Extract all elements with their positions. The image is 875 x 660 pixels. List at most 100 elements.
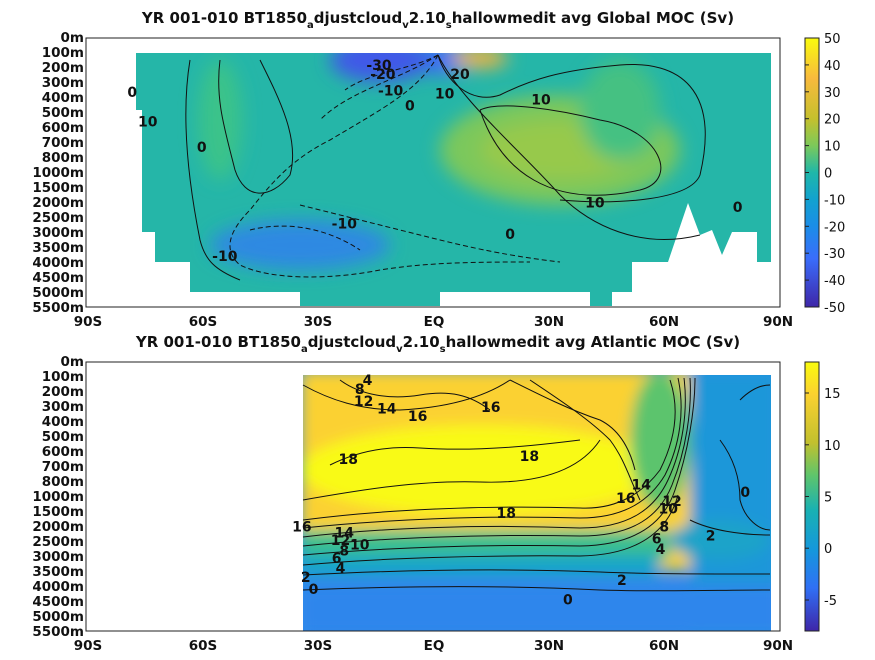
global-contour-label: 10 xyxy=(531,92,551,108)
global-contour-label: 10 xyxy=(435,86,455,102)
atlantic-x-tick: EQ xyxy=(424,638,445,654)
global-contour-label: 10 xyxy=(138,115,158,131)
atlantic-contour-label: 6 xyxy=(332,551,342,567)
atlantic-contour-label: 4 xyxy=(336,561,346,577)
atlantic-contour-label: 8 xyxy=(339,543,349,559)
atlantic-y-tick-labels: 0m 100m 200m 300m 400m 500m 600m 700m 80… xyxy=(32,354,84,640)
atlantic-x-tick: 90N xyxy=(763,638,793,654)
atlantic-colorbar-tick-label: -5 xyxy=(824,594,837,609)
global-colorbar-tick-label: -40 xyxy=(824,274,845,289)
atlantic-x-tick: 60S xyxy=(189,638,218,654)
atlantic-contour-label: 12 xyxy=(662,494,681,510)
global-y-tick: 2000m xyxy=(32,195,84,211)
atlantic-x-tick: 60N xyxy=(649,638,679,654)
atlantic-contour-label: 14 xyxy=(377,401,397,417)
atlantic-contour-label: 16 xyxy=(481,400,500,416)
atlantic-contour-label: 12 xyxy=(331,533,350,549)
global-field xyxy=(136,53,771,306)
global-colorbar-tick-label: 50 xyxy=(824,32,841,47)
global-y-tick: 4000m xyxy=(32,255,84,271)
atlantic-colorbar-ticks: 15 10 5 0 -5 xyxy=(805,387,841,609)
global-contour-label: -30 xyxy=(366,58,392,74)
global-x-tick: 30S xyxy=(304,314,333,330)
atlantic-y-tick: 200m xyxy=(42,384,84,400)
atlantic-contour-label: 16 xyxy=(408,409,427,425)
global-y-tick: 0m xyxy=(61,30,84,46)
global-colorbar-tick-label: 0 xyxy=(824,167,832,182)
global-contour-label: 0 xyxy=(505,227,515,243)
atlantic-panel-title: YR 001-010 BT1850adjustcloudv2.10shallow… xyxy=(135,333,740,355)
global-y-tick: 3500m xyxy=(32,240,84,256)
atlantic-y-tick: 600m xyxy=(42,444,84,460)
atlantic-y-tick: 1000m xyxy=(32,489,84,505)
global-contour-label: -10 xyxy=(212,249,238,265)
global-y-tick: 300m xyxy=(42,75,84,91)
global-moc-panel: YR 001-010 BT1850adjustcloudv2.10shallow… xyxy=(32,9,845,330)
global-y-tick: 800m xyxy=(42,150,84,166)
global-colorbar-ticks: 50 40 30 20 10 0 -10 -20 -30 -40 -50 xyxy=(805,32,845,316)
global-y-tick: 700m xyxy=(42,135,84,151)
atlantic-contour-lines xyxy=(302,377,771,592)
atlantic-contour-label: 10 xyxy=(658,502,678,518)
atlantic-y-tick: 300m xyxy=(42,399,84,415)
global-y-tick: 1500m xyxy=(32,180,84,196)
atlantic-contour-label: 8 xyxy=(659,519,669,535)
atlantic-contour-label: 2 xyxy=(617,573,627,589)
global-x-tick: 60S xyxy=(189,314,218,330)
global-y-tick: 200m xyxy=(42,60,84,76)
global-axes-frame xyxy=(85,37,781,308)
atlantic-y-tick: 700m xyxy=(42,459,84,475)
atlantic-colorbar-tick-label: 10 xyxy=(824,439,841,454)
atlantic-contour-label: 2 xyxy=(301,570,311,586)
atlantic-x-tick: 30S xyxy=(304,638,333,654)
global-contour-label: 0 xyxy=(197,140,207,156)
global-y-tick: 100m xyxy=(42,45,84,61)
atlantic-colorbar-tick-label: 0 xyxy=(824,542,832,557)
global-x-tick: EQ xyxy=(424,314,445,330)
atlantic-contour-label: 18 xyxy=(520,449,539,465)
atlantic-x-tick-labels: 90S 60S 30S EQ 30N 60N 90N xyxy=(74,638,793,654)
global-panel-title: YR 001-010 BT1850adjustcloudv2.10shallow… xyxy=(141,9,734,31)
global-y-tick: 1000m xyxy=(32,165,84,181)
atlantic-x-tick: 90S xyxy=(74,638,103,654)
atlantic-colorbar-tick-label: 15 xyxy=(824,387,841,402)
global-y-tick: 3000m xyxy=(32,225,84,241)
global-contour-label: -10 xyxy=(378,83,404,99)
atlantic-contour-label: 16 xyxy=(616,491,635,507)
atlantic-contour-label: 18 xyxy=(497,506,516,522)
atlantic-contour-label: 10 xyxy=(350,537,370,553)
atlantic-y-tick: 4000m xyxy=(32,579,84,595)
atlantic-y-tick: 5000m xyxy=(32,609,84,625)
atlantic-y-tick: 2500m xyxy=(32,534,84,550)
global-y-tick: 600m xyxy=(42,120,84,136)
atlantic-x-tick: 30N xyxy=(534,638,564,654)
global-colorbar-tick-label: -50 xyxy=(824,301,845,316)
global-contour-label: 0 xyxy=(127,85,137,101)
global-x-tick: 90N xyxy=(763,314,793,330)
global-colorbar-tick-label: 40 xyxy=(824,59,841,74)
atlantic-contour-label: 12 xyxy=(354,394,373,410)
atlantic-y-tick: 2000m xyxy=(32,519,84,535)
atlantic-y-tick: 1500m xyxy=(32,504,84,520)
atlantic-y-tick: 500m xyxy=(42,429,84,445)
global-x-tick: 60N xyxy=(649,314,679,330)
atlantic-y-tick: 5500m xyxy=(32,624,84,640)
atlantic-y-tick: 100m xyxy=(42,369,84,385)
atlantic-contour-label: 16 xyxy=(292,519,311,535)
atlantic-colorbar-tick-label: 5 xyxy=(824,491,832,506)
atlantic-contour-label: 2 xyxy=(706,528,716,544)
atlantic-moc-panel: YR 001-010 BT1850adjustcloudv2.10shallow… xyxy=(32,333,840,654)
global-contour-label: 10 xyxy=(585,195,605,211)
global-colorbar-tick-label: 30 xyxy=(824,86,841,101)
global-contour-label: -10 xyxy=(332,216,358,232)
atlantic-contour-label: 14 xyxy=(631,478,651,494)
atlantic-axes-frame xyxy=(85,361,781,632)
global-x-tick: 90S xyxy=(74,314,103,330)
global-contour-label: -20 xyxy=(370,67,396,83)
global-y-tick: 500m xyxy=(42,105,84,121)
global-contour-label: 0 xyxy=(405,98,415,114)
atlantic-contour-label: 8 xyxy=(355,382,365,398)
global-colorbar-tick-label: -10 xyxy=(824,193,845,208)
global-colorbar: 50 40 30 20 10 0 -10 -20 -30 -40 -50 xyxy=(804,32,845,316)
